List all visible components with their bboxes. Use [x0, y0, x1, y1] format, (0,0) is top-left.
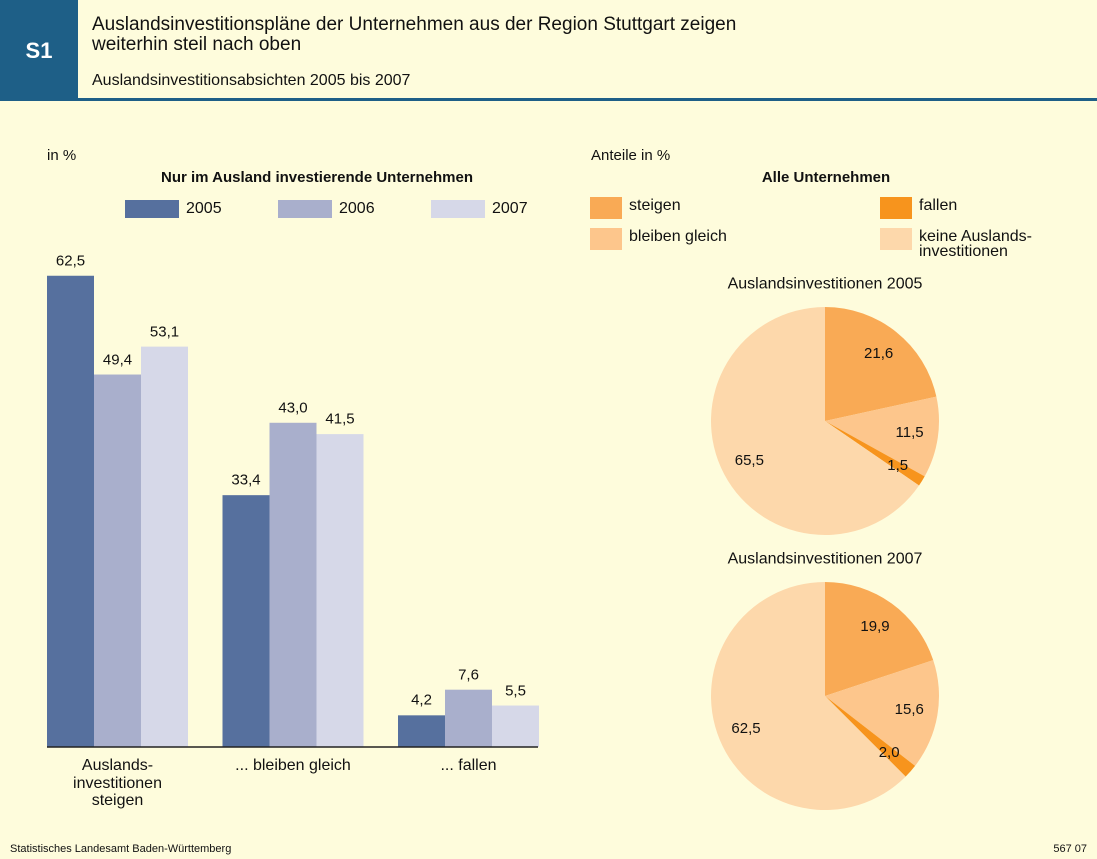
pie-title: Auslandsinvestitionen 2005 — [727, 275, 923, 293]
legend-label: keine Auslands- investitionen — [919, 228, 1032, 261]
source: Statistisches Landesamt Baden-Württember… — [10, 843, 232, 855]
chart-title: Nur im Ausland investierende Unternehmen — [160, 169, 474, 186]
legend-label: 2006 — [339, 200, 375, 218]
pie-slice — [825, 307, 937, 421]
value-label: 65,5 — [734, 451, 764, 469]
bar — [492, 705, 539, 747]
legend-swatch — [880, 197, 912, 219]
legend-label: 2007 — [492, 200, 528, 218]
value-label: 5,5 — [505, 682, 526, 700]
bar — [47, 275, 94, 747]
legend-label: 2005 — [186, 200, 222, 218]
header: S1 Auslandsinvestitionspläne der Unterne… — [0, 0, 1097, 101]
value-label: 43,0 — [278, 399, 308, 417]
value-label: 62,5 — [55, 252, 86, 270]
value-label: 41,5 — [325, 410, 355, 428]
legend-swatch — [590, 228, 622, 250]
pie-slice — [825, 582, 934, 696]
pie-slice — [825, 696, 916, 777]
unit-label: in % — [47, 147, 77, 164]
unit-label: Anteile in % — [591, 147, 671, 164]
pie-slice — [710, 307, 920, 535]
figure-number: 567 07 — [1053, 843, 1087, 855]
x-tick-label: ... fallen — [440, 757, 497, 774]
pie-slice — [825, 660, 939, 766]
pie-title: Auslandsinvestitionen 2007 — [727, 550, 923, 568]
bar — [316, 434, 364, 747]
value-label: 62,5 — [731, 719, 761, 737]
value-label: 21,6 — [864, 345, 894, 363]
value-label: 4,2 — [411, 691, 432, 709]
value-label: 11,5 — [895, 424, 924, 442]
value-label: 15,6 — [894, 701, 924, 719]
pie-slice — [825, 421, 925, 486]
chart-title: Alle Unternehmen — [761, 169, 891, 186]
x-tick-label: Auslands- investitionen steigen — [73, 757, 162, 810]
value-label: 33,4 — [231, 471, 261, 489]
legend-swatch — [590, 197, 622, 219]
subtitle: Auslandsinvestitionsabsichten 2005 bis 2… — [92, 72, 411, 89]
bar — [94, 374, 141, 747]
bar — [398, 715, 445, 747]
bar — [445, 689, 492, 747]
pie-slice — [710, 582, 906, 810]
value-label: 49,4 — [102, 351, 133, 369]
value-label: 1,5 — [887, 456, 909, 474]
pie-slice — [825, 396, 939, 477]
legend-label: steigen — [629, 197, 681, 214]
legend-swatch — [880, 228, 912, 250]
chart-code: S1 — [0, 0, 78, 101]
value-label: 7,6 — [458, 666, 479, 684]
bar — [269, 422, 317, 747]
value-label: 2,0 — [878, 743, 900, 761]
legend-label: fallen — [919, 197, 958, 214]
legend-swatch — [125, 200, 179, 218]
legend-swatch — [431, 200, 485, 218]
bar — [222, 495, 270, 747]
value-label: 53,1 — [149, 323, 180, 341]
x-tick-label: ... bleiben gleich — [235, 757, 351, 774]
value-label: 19,9 — [860, 617, 890, 635]
legend-label: bleiben gleich — [629, 228, 727, 245]
legend-swatch — [278, 200, 332, 218]
title: Auslandsinvestitionspläne der Unternehme… — [92, 14, 737, 55]
bar — [141, 346, 188, 747]
